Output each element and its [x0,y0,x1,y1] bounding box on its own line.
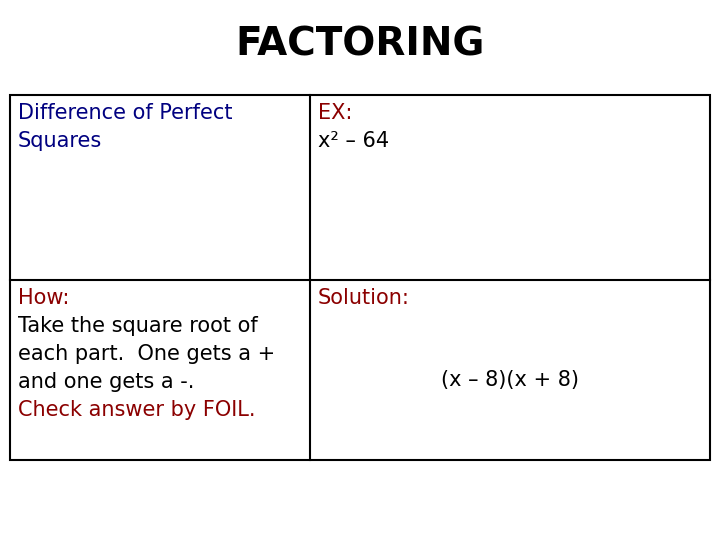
Text: Solution:: Solution: [318,288,410,308]
Text: EX:: EX: [318,103,352,123]
Text: Take the square root of: Take the square root of [18,316,258,336]
Text: How:: How: [18,288,69,308]
Text: and one gets a -.: and one gets a -. [18,372,194,392]
Text: Check answer by FOIL.: Check answer by FOIL. [18,400,256,420]
Text: Squares: Squares [18,131,102,151]
Text: Difference of Perfect: Difference of Perfect [18,103,233,123]
Text: (x – 8)(x + 8): (x – 8)(x + 8) [441,370,579,390]
Text: each part.  One gets a +: each part. One gets a + [18,344,275,364]
Bar [10,95,710,460]
Text: x² – 64: x² – 64 [318,131,389,151]
Text: FACTORING: FACTORING [235,26,485,64]
